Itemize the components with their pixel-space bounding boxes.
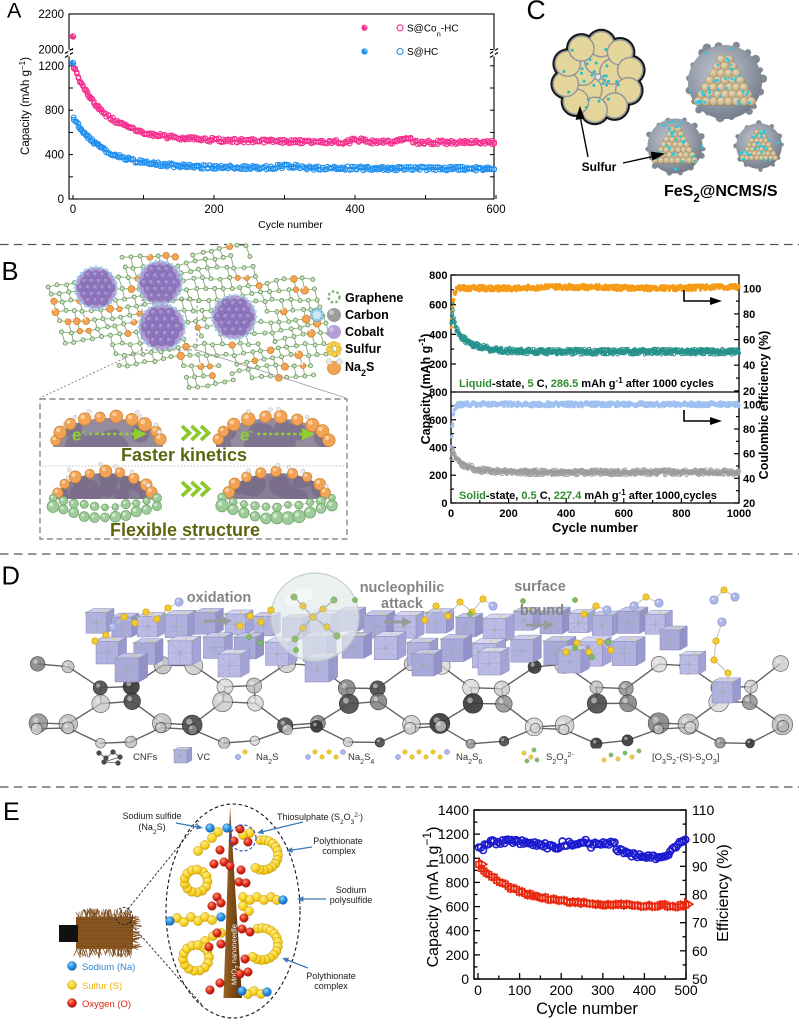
svg-text:600: 600 bbox=[429, 300, 447, 312]
svg-text:FeS2@NCMS/S: FeS2@NCMS/S bbox=[664, 183, 778, 205]
svg-text:20: 20 bbox=[743, 498, 755, 510]
svg-text:100: 100 bbox=[743, 283, 761, 295]
svg-text:40: 40 bbox=[743, 473, 755, 485]
svg-text:Flexible structure: Flexible structure bbox=[110, 520, 260, 540]
svg-text:20: 20 bbox=[743, 386, 755, 398]
svg-text:A: A bbox=[7, 0, 22, 23]
svg-text:0: 0 bbox=[70, 204, 76, 216]
svg-text:800: 800 bbox=[429, 270, 447, 282]
svg-text:80: 80 bbox=[743, 309, 755, 321]
svg-text:60: 60 bbox=[743, 335, 755, 347]
svg-text:S@HC: S@HC bbox=[407, 47, 438, 58]
svg-text:Cobalt: Cobalt bbox=[345, 325, 385, 339]
svg-text:B: B bbox=[2, 258, 19, 286]
svg-text:C: C bbox=[527, 0, 546, 25]
svg-text:Na2S: Na2S bbox=[345, 360, 374, 378]
svg-text:600: 600 bbox=[615, 508, 633, 520]
svg-text:Sulfur: Sulfur bbox=[582, 160, 617, 174]
svg-text:400: 400 bbox=[45, 150, 64, 162]
svg-text:600: 600 bbox=[486, 204, 505, 216]
svg-text:400: 400 bbox=[557, 508, 575, 520]
svg-text:800: 800 bbox=[45, 105, 64, 117]
svg-text:Cycle number: Cycle number bbox=[258, 219, 323, 231]
svg-text:600: 600 bbox=[429, 415, 447, 427]
svg-text:800: 800 bbox=[429, 387, 447, 399]
svg-text:0: 0 bbox=[58, 194, 64, 206]
svg-text:Coulombic efficiency (%): Coulombic efficiency (%) bbox=[757, 331, 771, 480]
svg-text:Sulfur: Sulfur bbox=[345, 342, 381, 356]
svg-text:400: 400 bbox=[429, 329, 447, 341]
svg-text:800: 800 bbox=[672, 508, 690, 520]
svg-text:200: 200 bbox=[429, 359, 447, 371]
svg-text:0: 0 bbox=[441, 498, 447, 510]
svg-text:Capacity (mAh g-1): Capacity (mAh g-1) bbox=[417, 334, 433, 445]
svg-text:400: 400 bbox=[345, 204, 364, 216]
svg-text:200: 200 bbox=[204, 204, 223, 216]
svg-text:Carbon: Carbon bbox=[345, 308, 389, 322]
svg-text:400: 400 bbox=[429, 443, 447, 455]
svg-text:Graphene: Graphene bbox=[345, 291, 403, 305]
svg-text:40: 40 bbox=[743, 360, 755, 372]
svg-text:Cycle number: Cycle number bbox=[552, 520, 638, 535]
svg-text:0: 0 bbox=[448, 508, 454, 520]
svg-text:80: 80 bbox=[743, 424, 755, 436]
svg-text:100: 100 bbox=[743, 399, 761, 411]
svg-text:200: 200 bbox=[499, 508, 517, 520]
svg-text:S@Con-HC: S@Con-HC bbox=[407, 24, 459, 39]
svg-text:200: 200 bbox=[429, 470, 447, 482]
svg-text:1000: 1000 bbox=[727, 508, 751, 520]
svg-text:Capacity (mAh g−1): Capacity (mAh g−1) bbox=[18, 57, 33, 155]
svg-text:Faster kinetics: Faster kinetics bbox=[121, 445, 247, 465]
svg-text:2200: 2200 bbox=[38, 9, 64, 21]
svg-text:1200: 1200 bbox=[38, 61, 64, 73]
svg-text:60: 60 bbox=[743, 449, 755, 461]
svg-text:2000: 2000 bbox=[38, 45, 64, 57]
